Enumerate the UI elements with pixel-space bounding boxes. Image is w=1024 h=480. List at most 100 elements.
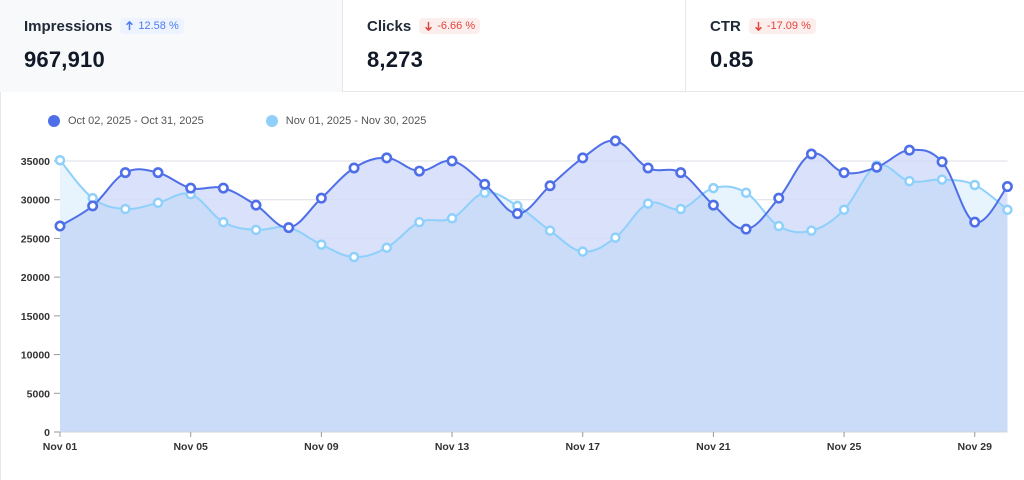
data-point-previous: [185, 182, 197, 194]
data-point-current: [544, 225, 556, 236]
data-point-previous: [54, 220, 66, 232]
data-point-previous: [577, 152, 589, 164]
metric-value: 967,910: [24, 47, 105, 72]
data-point-current: [577, 246, 588, 257]
data-point-current: [773, 220, 784, 232]
data-point-previous: [413, 165, 425, 177]
data-point-previous: [903, 144, 915, 156]
data-point-previous: [740, 223, 752, 235]
area-overlap: [60, 160, 1008, 432]
data-point-previous: [315, 192, 327, 204]
legend-item-previous[interactable]: Oct 02, 2025 - Oct 31, 2025: [48, 115, 204, 127]
data-point-previous: [675, 167, 687, 179]
metric-label: Impressions: [24, 17, 113, 35]
data-point-previous: [283, 222, 295, 234]
chart-plot-area: 0 5000 10000 15000 20000 25000 30000 35000 Nov 0…: [21, 135, 1013, 453]
data-point-previous: [511, 208, 523, 220]
arrow-down-icon: [754, 21, 762, 31]
data-point-previous: [152, 167, 164, 179]
data-point-previous: [217, 182, 229, 194]
data-point-previous: [642, 162, 654, 174]
data-point-current: [250, 224, 262, 236]
y-tick-label: 20000: [21, 272, 50, 284]
data-point-current: [479, 187, 490, 198]
data-point-current: [152, 197, 164, 209]
chart-legend: Oct 02, 2025 - Oct 31, 2025 Nov 01, 2025…: [48, 115, 488, 127]
data-point-current: [969, 179, 981, 191]
y-tick-label: 30000: [21, 195, 50, 207]
data-point-current: [446, 213, 458, 224]
data-point-current: [936, 174, 948, 185]
metric-value: 8,273: [367, 47, 424, 72]
arrow-down-icon: [425, 21, 433, 31]
change-badge: -6.66 %: [419, 18, 481, 34]
x-tick-label: Nov 17: [566, 441, 601, 453]
data-point-current: [806, 225, 817, 236]
data-point-previous: [250, 199, 262, 211]
data-point-current: [54, 154, 66, 166]
data-point-previous: [609, 135, 621, 147]
change-value: -6.66 %: [437, 20, 476, 32]
legend-label: Oct 02, 2025 - Oct 31, 2025: [68, 115, 204, 127]
data-point-current: [838, 204, 850, 216]
metric-value: 0.85: [710, 47, 754, 72]
legend-item-current[interactable]: Nov 01, 2025 - Nov 30, 2025: [265, 115, 427, 127]
x-tick-label: Nov 09: [304, 441, 339, 453]
data-point-current: [642, 198, 654, 209]
y-tick-label: 15000: [21, 311, 50, 323]
x-tick-label: Nov 05: [173, 441, 208, 453]
data-point-previous: [936, 156, 948, 168]
data-point-previous: [871, 161, 883, 173]
change-value: 12.58 %: [138, 20, 179, 32]
data-point-current: [675, 203, 686, 215]
data-point-current: [740, 187, 752, 198]
y-tick-label: 0: [44, 427, 50, 439]
y-tick-label: 10000: [21, 350, 50, 362]
data-point-current: [708, 182, 719, 194]
y-tick-label: 5000: [27, 388, 51, 400]
metric-card-ctr[interactable]: CTR -17.09 % 0.85: [686, 0, 1024, 92]
data-point-previous: [87, 200, 99, 212]
data-point-previous: [348, 162, 360, 174]
x-tick-label: Nov 25: [827, 441, 862, 453]
data-point-previous: [446, 155, 458, 167]
metric-label: CTR: [710, 17, 741, 35]
panel-border: [0, 92, 1, 480]
data-point-current: [904, 175, 915, 187]
data-point-current: [1002, 204, 1013, 216]
data-point-previous: [838, 167, 850, 179]
x-tick-label: Nov 29: [958, 441, 993, 453]
data-point-previous: [544, 180, 556, 192]
x-tick-label: Nov 21: [696, 441, 731, 453]
data-point-previous: [773, 192, 785, 204]
x-tick-label: Nov 01: [43, 441, 78, 453]
y-tick-label: 35000: [21, 156, 50, 168]
data-point-current: [610, 232, 621, 243]
data-point-current: [414, 216, 425, 228]
metric-label: Clicks: [367, 17, 412, 35]
change-value: -17.09 %: [766, 20, 811, 32]
data-point-previous: [805, 148, 817, 160]
data-point-previous: [381, 152, 393, 164]
legend-dot-icon: [265, 115, 278, 127]
metric-card-clicks[interactable]: Clicks -6.66 % 8,273: [343, 0, 686, 92]
data-point-previous: [707, 199, 719, 211]
legend-dot-icon: [48, 115, 60, 127]
data-point-current: [316, 239, 327, 250]
y-tick-label: 25000: [21, 233, 50, 245]
data-point-current: [381, 242, 392, 253]
data-point-current: [120, 203, 131, 215]
data-point-current: [218, 216, 229, 228]
data-point-previous: [119, 167, 131, 179]
change-badge: 12.58 %: [120, 18, 184, 34]
impressions-chart: 0 5000 10000 15000 20000 25000 30000 35000 Nov 0…: [0, 92, 1024, 480]
data-point-current: [348, 251, 360, 263]
arrow-up-icon: [126, 21, 134, 31]
data-point-previous: [1001, 181, 1013, 193]
change-badge: -17.09 %: [748, 18, 816, 34]
x-tick-label: Nov 13: [435, 441, 470, 453]
metric-cards: Impressions 12.58 % 967,910 Clicks -6.66…: [0, 0, 1024, 92]
metric-card-impressions[interactable]: Impressions 12.58 % 967,910: [0, 0, 343, 92]
legend-label: Nov 01, 2025 - Nov 30, 2025: [285, 115, 427, 127]
data-point-previous: [969, 216, 981, 228]
